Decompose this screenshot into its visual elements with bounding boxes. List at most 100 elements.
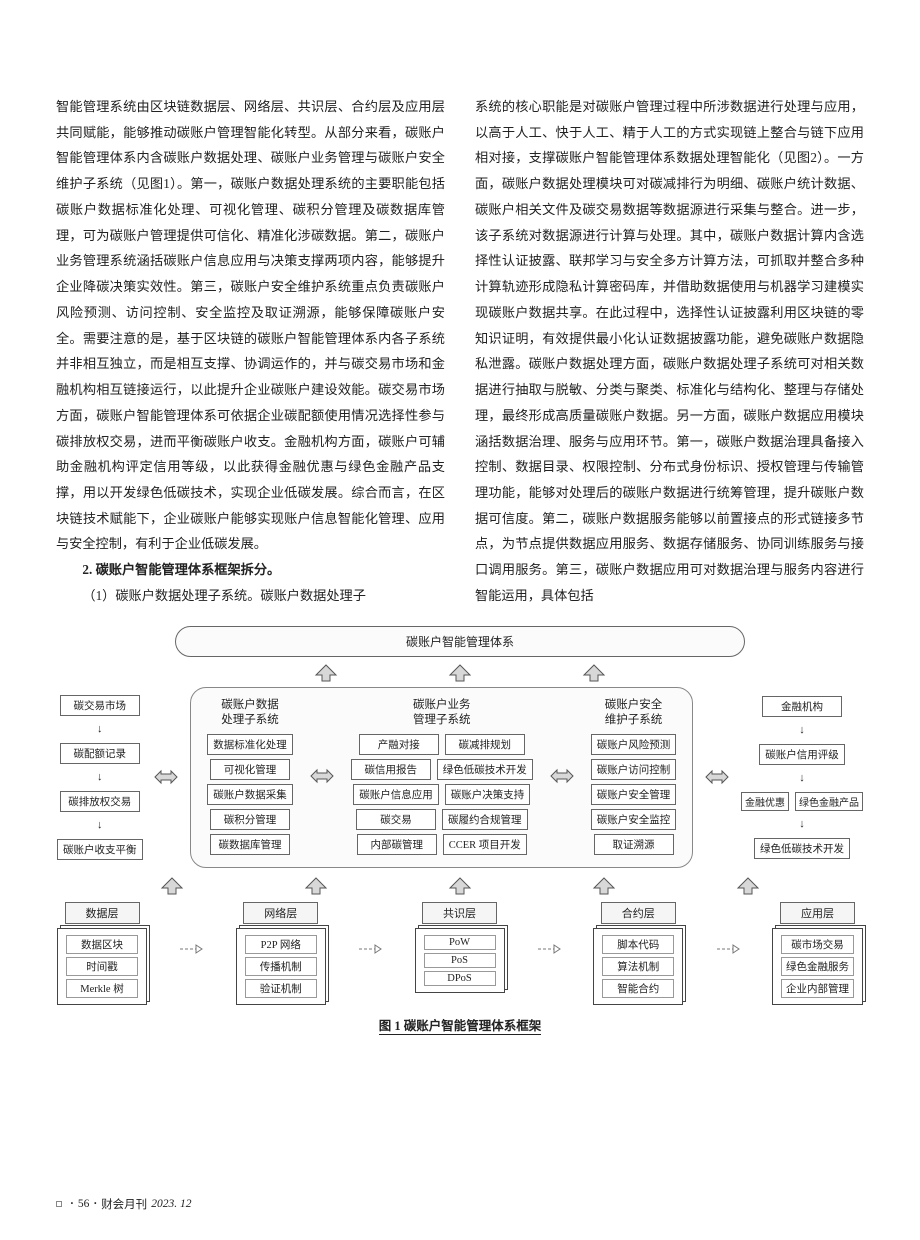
- cell: 碳履约合规管理: [442, 809, 528, 830]
- cell: 可视化管理: [210, 759, 290, 780]
- layer-item: PoS: [424, 953, 496, 968]
- layer-item: 传播机制: [245, 957, 317, 976]
- layer-contract: 合约层 脚本代码 算法机制 智能合约: [593, 902, 683, 1005]
- up-arrow-icon: [304, 876, 328, 896]
- subsystem-business: 碳账户业务管理子系统 产融对接碳减排规划 碳信用报告绿色低碳技术开发 碳账户信息…: [351, 698, 533, 855]
- down-arrow-icon: ↓: [97, 724, 103, 735]
- down-arrow-icon: ↓: [799, 725, 805, 736]
- cell: 碳信用报告: [351, 759, 431, 780]
- side-cell: 金融机构: [762, 696, 842, 717]
- issue-date: 2023. 12: [151, 1198, 191, 1210]
- layer-item: PoW: [424, 935, 496, 950]
- down-arrow-icon: ↓: [97, 772, 103, 783]
- footer-dot: ·: [70, 1198, 74, 1210]
- cell: 碳账户决策支持: [445, 784, 531, 805]
- cell: 数据标准化处理: [207, 734, 293, 755]
- cell: 碳账户风险预测: [591, 734, 677, 755]
- down-arrow-icon: ↓: [799, 819, 805, 830]
- layer-item: 智能合约: [602, 979, 674, 998]
- layer-tag: 应用层: [780, 902, 855, 924]
- cell: CCER 项目开发: [443, 834, 527, 855]
- journal-name: 财会月刊: [101, 1196, 147, 1212]
- cell: 碳数据库管理: [210, 834, 290, 855]
- bi-arrow-icon: [309, 767, 335, 785]
- para: 智能管理系统由区块链数据层、网络层、共识层、合约层及应用层共同赋能，能够推动碳账…: [56, 94, 445, 557]
- up-arrow-icon: [736, 876, 760, 896]
- up-arrow-icon: [592, 876, 616, 896]
- layer-item: 验证机制: [245, 979, 317, 998]
- subsystem-data: 碳账户数据处理子系统 数据标准化处理 可视化管理 碳账户数据采集 碳积分管理 碳…: [207, 698, 293, 855]
- dashed-arrow-icon: [357, 942, 383, 956]
- cell: 碳账户访问控制: [591, 759, 677, 780]
- cell: 碳账户信息应用: [353, 784, 439, 805]
- layer-consensus: 共识层 PoW PoS DPoS: [415, 902, 505, 993]
- layer-item: 企业内部管理: [781, 979, 854, 998]
- footer-square-icon: [56, 1201, 62, 1207]
- side-cell: 碳账户收支平衡: [57, 839, 143, 860]
- column-left: 智能管理系统由区块链数据层、网络层、共识层、合约层及应用层共同赋能，能够推动碳账…: [56, 94, 445, 609]
- up-arrows: [314, 663, 606, 683]
- layer-item: DPoS: [424, 971, 496, 986]
- up-arrow-icon: [314, 663, 338, 683]
- layer-item: 算法机制: [602, 957, 674, 976]
- side-cell: 碳配额记录: [60, 743, 140, 764]
- para-heading: 2. 碳账户智能管理体系框架拆分。: [56, 557, 445, 583]
- dashed-arrow-icon: [715, 942, 741, 956]
- column-right: 系统的核心职能是对碳账户管理过程中所涉数据进行处理与应用，以高于人工、快于人工、…: [475, 94, 864, 609]
- layer-network: 网络层 P2P 网络 传播机制 验证机制: [236, 902, 326, 1005]
- side-cell: 绿色金融产品: [795, 792, 863, 811]
- cell: 碳减排规划: [445, 734, 525, 755]
- figure-caption: 图 1 碳账户智能管理体系框架: [379, 1015, 542, 1035]
- left-side-chain: 碳交易市场 ↓ 碳配额记录 ↓ 碳排放权交易 ↓ 碳账户收支平衡: [57, 695, 143, 860]
- bi-arrow-icon: [704, 768, 730, 786]
- layer-item: Merkle 树: [66, 979, 138, 998]
- subsystem-container: 碳账户数据处理子系统 数据标准化处理 可视化管理 碳账户数据采集 碳积分管理 碳…: [190, 687, 693, 868]
- layer-item: P2P 网络: [245, 935, 317, 954]
- down-arrow-icon: ↓: [97, 820, 103, 831]
- right-side-chain: 金融机构 ↓ 碳账户信用评级 ↓ 金融优惠 绿色金融产品 ↓ 绿色低碳技术开发: [741, 696, 863, 859]
- system-title: 碳账户智能管理体系: [175, 626, 745, 657]
- page-footer: · 56 · 财会月刊 2023. 12: [56, 1196, 191, 1212]
- subsystem-header: 碳账户安全维护子系统: [605, 698, 663, 728]
- subsystem-security: 碳账户安全维护子系统 碳账户风险预测 碳账户访问控制 碳账户安全管理 碳账户安全…: [591, 698, 677, 855]
- cell: 碳账户安全监控: [591, 809, 677, 830]
- side-cell: 碳排放权交易: [60, 791, 140, 812]
- cell: 碳交易: [356, 809, 436, 830]
- layer-data: 数据层 数据区块 时间戳 Merkle 树: [57, 902, 147, 1005]
- layer-box: PoW PoS DPoS: [415, 928, 505, 993]
- layer-box: 数据区块 时间戳 Merkle 树: [57, 928, 147, 1005]
- cell: 内部碳管理: [357, 834, 437, 855]
- cell: 取证溯源: [594, 834, 674, 855]
- side-cell: 金融优惠: [741, 792, 789, 811]
- up-arrow-icon: [448, 663, 472, 683]
- cell: 碳账户数据采集: [207, 784, 293, 805]
- up-arrow-icon: [582, 663, 606, 683]
- cell: 碳积分管理: [210, 809, 290, 830]
- layer-item: 数据区块: [66, 935, 138, 954]
- footer-dot: ·: [93, 1198, 97, 1210]
- page-number: 56: [78, 1198, 90, 1210]
- para: （1）碳账户数据处理子系统。碳账户数据处理子: [56, 583, 445, 609]
- cell: 绿色低碳技术开发: [437, 759, 533, 780]
- blockchain-layers: 数据层 数据区块 时间戳 Merkle 树 网络层 P2P 网络 传播机制 验证…: [57, 902, 863, 1005]
- cell: 产融对接: [359, 734, 439, 755]
- layer-item: 时间戳: [66, 957, 138, 976]
- down-arrow-icon: ↓: [799, 773, 805, 784]
- side-cell: 碳交易市场: [60, 695, 140, 716]
- cell: 碳账户安全管理: [591, 784, 677, 805]
- layer-box: 碳市场交易 绿色金融服务 企业内部管理: [772, 928, 863, 1005]
- bi-arrow-icon: [549, 767, 575, 785]
- para: 系统的核心职能是对碳账户管理过程中所涉数据进行处理与应用，以高于人工、快于人工、…: [475, 94, 864, 609]
- layer-tag: 共识层: [422, 902, 497, 924]
- layer-box: P2P 网络 传播机制 验证机制: [236, 928, 326, 1005]
- layer-application: 应用层 碳市场交易 绿色金融服务 企业内部管理: [772, 902, 863, 1005]
- figure-1: 碳账户智能管理体系 碳交易市场 ↓ 碳配额记录 ↓ 碳排放权交易 ↓ 碳账户收支…: [56, 625, 864, 1036]
- layer-tag: 网络层: [243, 902, 318, 924]
- layer-item: 绿色金融服务: [781, 957, 854, 976]
- layer-item: 碳市场交易: [781, 935, 854, 954]
- up-arrow-icon: [160, 876, 184, 896]
- dashed-arrow-icon: [536, 942, 562, 956]
- dashed-arrow-icon: [178, 942, 204, 956]
- layer-tag: 数据层: [65, 902, 140, 924]
- text-columns: 智能管理系统由区块链数据层、网络层、共识层、合约层及应用层共同赋能，能够推动碳账…: [56, 94, 864, 609]
